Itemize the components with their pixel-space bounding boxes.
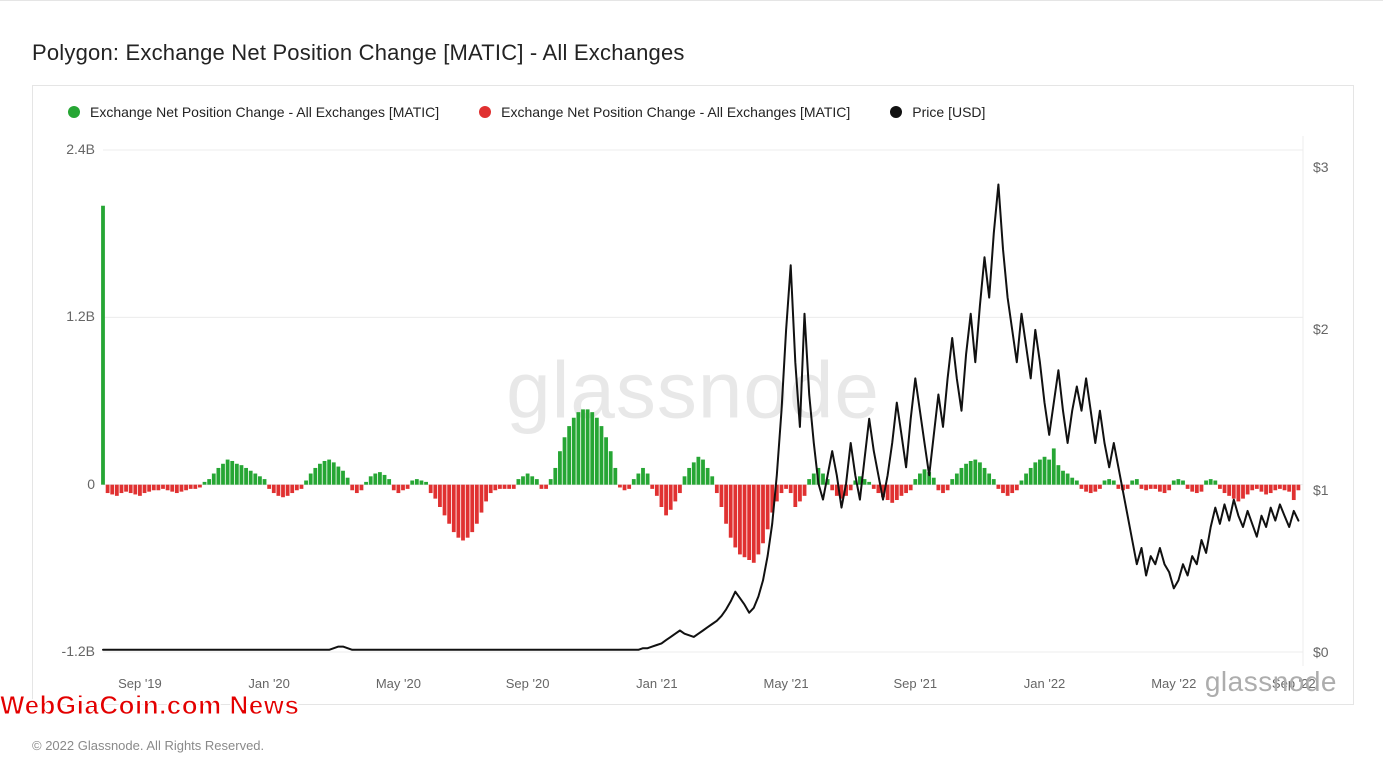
y-right-label: $0 — [1313, 644, 1353, 660]
y-left-label: 0 — [45, 476, 95, 492]
x-label: Jan '21 — [636, 676, 678, 691]
overlay-brand-text: WebGiaCoin.com News — [0, 690, 299, 721]
y-right-label: $2 — [1313, 321, 1353, 337]
chart-plot — [33, 86, 1353, 704]
y-left-label: 2.4B — [45, 141, 95, 157]
y-left-label: 1.2B — [45, 308, 95, 324]
copyright-text: © 2022 Glassnode. All Rights Reserved. — [32, 738, 264, 753]
x-label: May '20 — [376, 676, 421, 691]
x-label: Sep '21 — [893, 676, 937, 691]
y-right-label: $3 — [1313, 159, 1353, 175]
y-right-label: $1 — [1313, 482, 1353, 498]
chart-frame: glassnode Exchange Net Position Change -… — [32, 85, 1354, 705]
y-left-label: -1.2B — [45, 643, 95, 659]
watermark-bottom-right: glassnode — [1205, 666, 1337, 698]
x-label: Jan '20 — [248, 676, 290, 691]
x-label: May '21 — [764, 676, 809, 691]
x-label: Sep '19 — [118, 676, 162, 691]
x-label: May '22 — [1151, 676, 1196, 691]
top-divider — [0, 0, 1383, 1]
chart-title: Polygon: Exchange Net Position Change [M… — [32, 40, 685, 66]
x-label: Sep '20 — [506, 676, 550, 691]
x-label: Jan '22 — [1024, 676, 1066, 691]
page-root: Polygon: Exchange Net Position Change [M… — [0, 0, 1383, 777]
